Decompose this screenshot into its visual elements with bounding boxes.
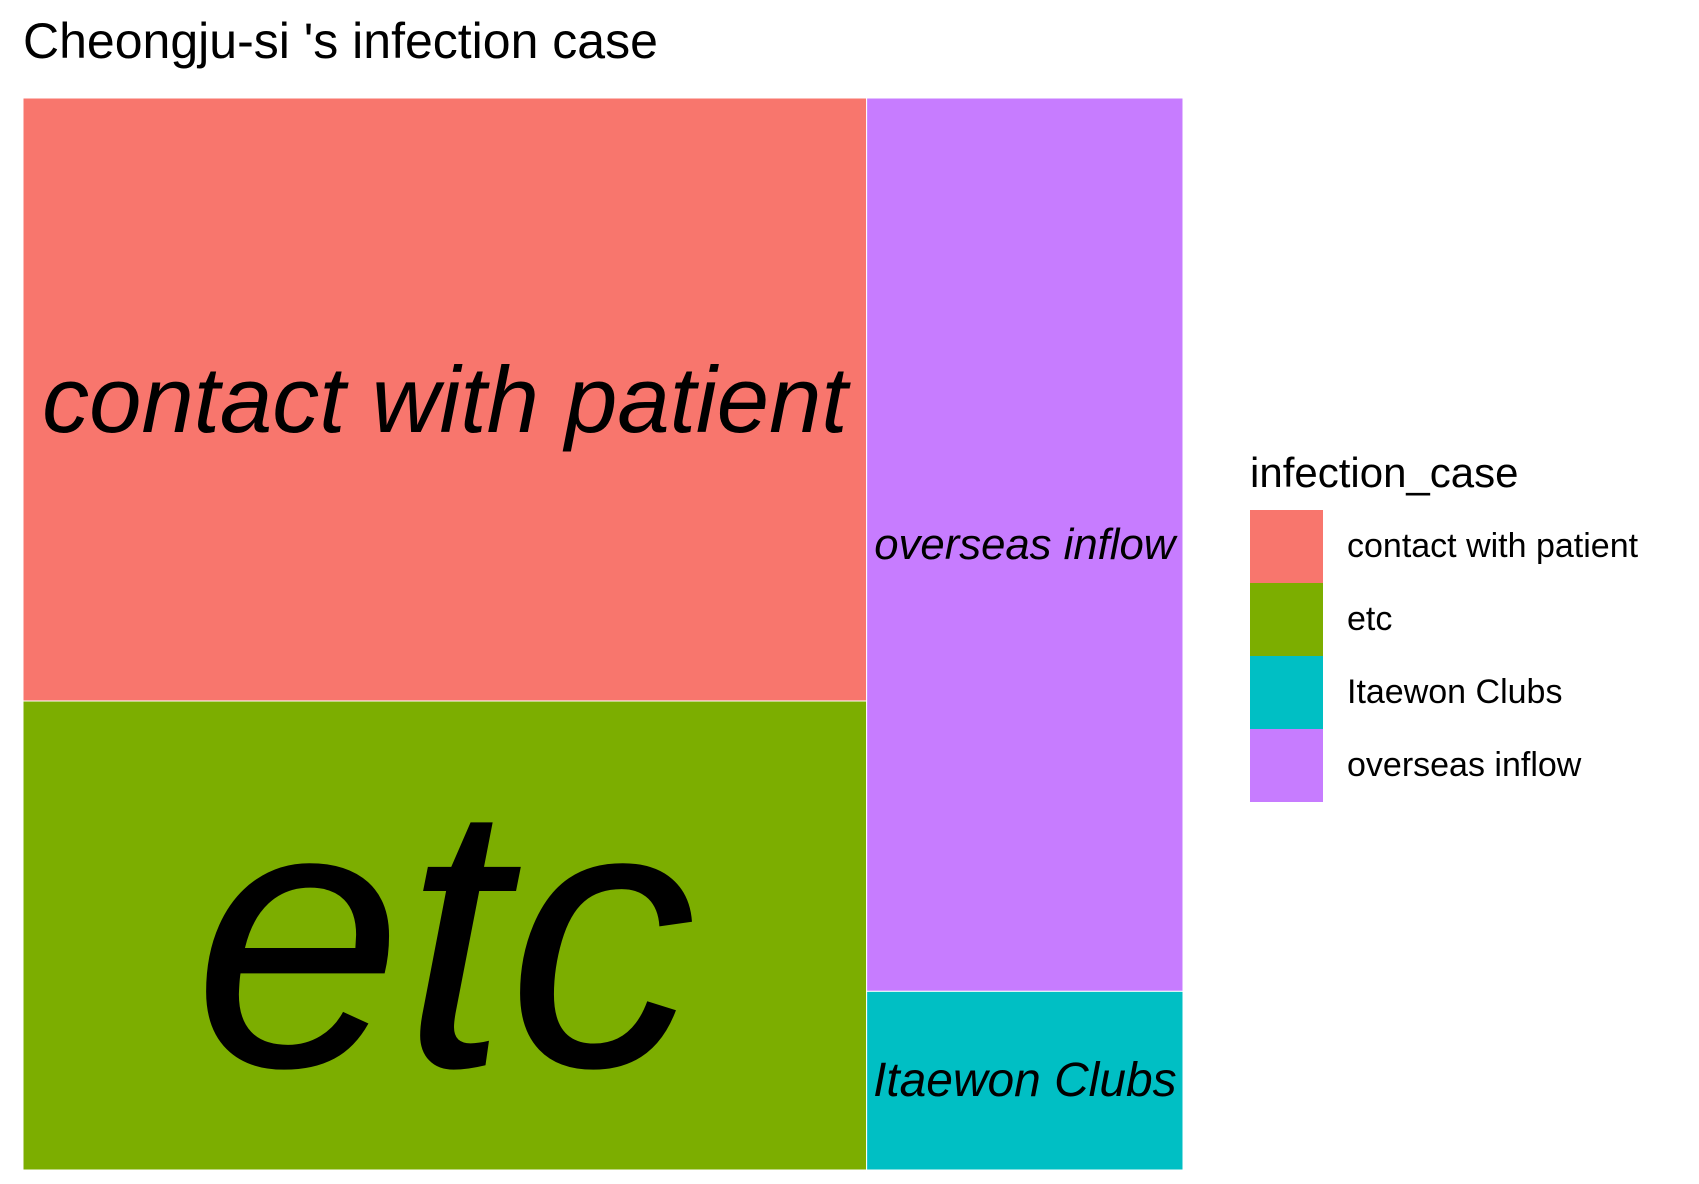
legend-items: contact with patient etc Itaewon Clubs over… xyxy=(1250,510,1639,803)
legend-label-overseas-inflow: overseas inflow xyxy=(1347,746,1582,785)
chart-title: Cheongju-si 's infection case xyxy=(23,13,658,69)
tile-label-overseas-inflow: overseas inflow xyxy=(874,520,1178,569)
legend-key-overseas-inflow xyxy=(1250,729,1323,803)
tile-itaewon-clubs xyxy=(866,990,1184,1171)
tile-overseas-inflow xyxy=(866,97,1184,992)
tile-label-itaewon-clubs: Itaewon Clubs xyxy=(873,1054,1176,1107)
legend-item-contact-with-patient: contact with patient xyxy=(1250,510,1639,584)
legend-item-overseas-inflow: overseas inflow xyxy=(1250,729,1638,803)
legend-key-etc xyxy=(1250,583,1323,657)
tile-etc xyxy=(22,700,868,1171)
legend-key-contact-with-patient xyxy=(1250,510,1323,584)
tile-label-etc: etc xyxy=(193,725,696,1146)
tile-contact-with-patient xyxy=(22,97,868,702)
legend-label-contact-with-patient: contact with patient xyxy=(1347,527,1639,566)
tile-label-contact-with-patient: contact with patient xyxy=(42,347,851,452)
legend-label-etc: etc xyxy=(1347,600,1393,639)
legend-item-itaewon-clubs: Itaewon Clubs xyxy=(1250,656,1638,730)
legend-title: infection_case xyxy=(1250,449,1519,496)
legend-label-itaewon-clubs: Itaewon Clubs xyxy=(1347,673,1563,712)
legend-item-etc: etc xyxy=(1250,583,1638,657)
legend: infection_case contact with patient etc It… xyxy=(1250,448,1639,803)
legend-key-itaewon-clubs xyxy=(1250,656,1323,730)
